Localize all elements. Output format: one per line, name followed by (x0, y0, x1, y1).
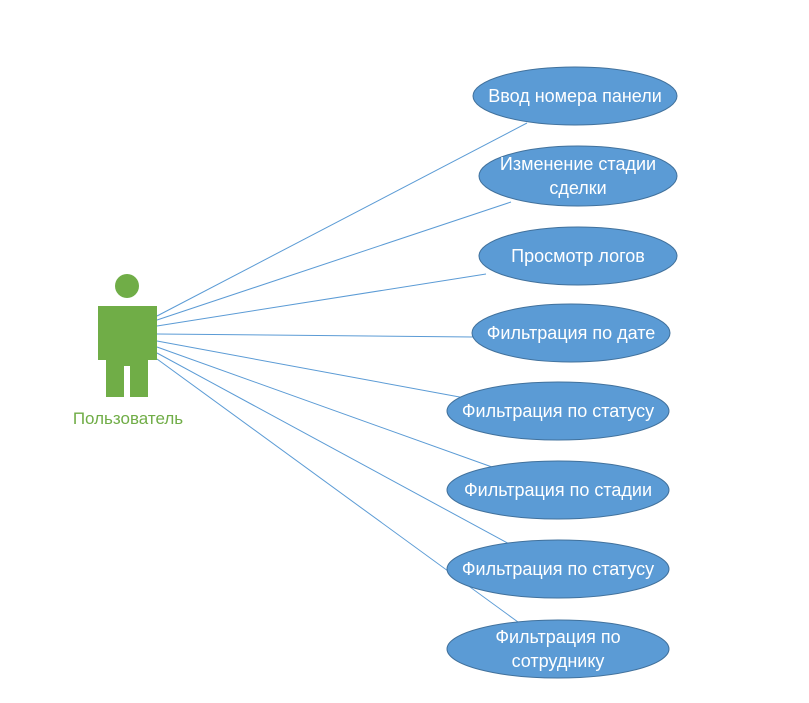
actor-label: Пользователь (73, 409, 183, 428)
use-case-label: Изменение стадии (500, 154, 656, 174)
association-line (156, 340, 466, 399)
connectors (156, 122, 528, 623)
use-case-ellipse (446, 381, 670, 441)
user-actor-icon (98, 274, 157, 397)
association-line (156, 352, 514, 547)
association-line (156, 273, 487, 327)
use-case-7: Фильтрация по статусу (446, 539, 670, 599)
use-case-ellipse (472, 66, 678, 126)
use-case-label: сделки (549, 178, 606, 198)
association-line (156, 333, 474, 338)
association-line (156, 122, 528, 317)
use-case-ellipse (446, 619, 670, 679)
association-line (156, 346, 493, 468)
use-case-ellipse (471, 303, 671, 363)
use-case-1: Ввод номера панели (472, 66, 678, 126)
association-line (156, 201, 512, 321)
use-case-label: Фильтрация по статусу (462, 559, 654, 579)
use-case-ellipse (446, 460, 670, 520)
use-case-label: Просмотр логов (511, 246, 645, 266)
use-case-2: Изменение стадии сделки (478, 145, 678, 207)
use-case-ellipse (478, 145, 678, 207)
use-case-5: Фильтрация по статусу (446, 381, 670, 441)
use-cases: Ввод номера панели Изменение стадии сделки… (446, 66, 678, 679)
use-case-ellipse (446, 539, 670, 599)
use-case-3: Просмотр логов (478, 226, 678, 286)
use-case-label: Фильтрация по статусу (462, 401, 654, 421)
use-case-4: Фильтрация по дате (471, 303, 671, 363)
actor-body (98, 306, 157, 397)
use-case-label: Фильтрация по стадии (464, 480, 652, 500)
use-case-8: Фильтрация по сотруднику (446, 619, 670, 679)
use-case-label: сотруднику (512, 651, 605, 671)
use-case-label: Фильтрация по дате (487, 323, 656, 343)
use-case-6: Фильтрация по стадии (446, 460, 670, 520)
use-case-ellipse (478, 226, 678, 286)
use-case-label: Ввод номера панели (488, 86, 662, 106)
actor-head (115, 274, 139, 298)
use-case-label: Фильтрация по (495, 627, 620, 647)
